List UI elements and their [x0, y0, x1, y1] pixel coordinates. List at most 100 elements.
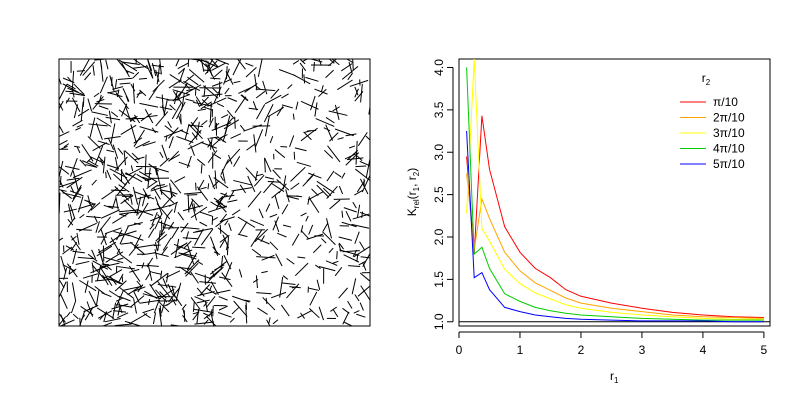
segment: [77, 256, 94, 260]
segment: [347, 72, 353, 81]
segment: [146, 264, 159, 267]
segment: [92, 65, 95, 76]
segment: [365, 158, 371, 178]
segment: [342, 250, 360, 253]
segment: [72, 170, 79, 190]
segment: [200, 101, 212, 110]
segment: [100, 62, 104, 82]
segment: [359, 272, 371, 282]
segment: [60, 189, 73, 199]
segment: [135, 140, 150, 149]
segment: [63, 267, 68, 280]
segment: [118, 286, 134, 299]
segment: [203, 106, 214, 111]
segment-layer: [58, 58, 371, 327]
segment: [330, 306, 338, 312]
legend-label: 3π/10: [713, 126, 745, 140]
segment: [155, 289, 168, 303]
segment: [341, 210, 344, 218]
x-tick-label: 4: [700, 343, 707, 357]
segment: [244, 299, 251, 302]
segment: [193, 308, 211, 313]
segment: [303, 130, 311, 134]
segment: [341, 172, 346, 179]
segment: [119, 253, 133, 264]
segment: [232, 58, 242, 76]
segment: [170, 179, 182, 194]
segment: [58, 279, 65, 289]
segment: [216, 102, 225, 108]
segment: [160, 189, 172, 193]
segment: [139, 102, 159, 108]
segment: [282, 224, 292, 228]
segment: [82, 61, 96, 76]
segment: [271, 191, 280, 199]
segment: [107, 91, 123, 98]
segment: [111, 303, 129, 310]
segment: [101, 187, 119, 200]
segment: [120, 242, 133, 245]
segment: [79, 159, 87, 167]
segment: [76, 146, 81, 154]
segment: [252, 278, 259, 283]
segment: [281, 93, 289, 99]
segment: [354, 88, 359, 98]
segment: [221, 272, 233, 288]
segment: [120, 230, 137, 237]
segment: [276, 106, 284, 117]
y-tick-label: 1.5: [432, 271, 446, 288]
segment: [245, 67, 257, 78]
segment: [69, 190, 84, 197]
segment: [360, 83, 363, 103]
segment: [322, 231, 336, 246]
segment: [120, 124, 137, 135]
segment: [118, 184, 130, 193]
segment: [314, 102, 318, 117]
segment: [200, 186, 207, 190]
segment: [74, 145, 80, 148]
segment: [299, 58, 306, 65]
segment: [232, 295, 250, 303]
segment: [101, 292, 112, 298]
segment: [250, 219, 265, 227]
segment: [354, 231, 360, 244]
segment: [157, 214, 162, 220]
segment: [341, 221, 357, 228]
segment: [173, 90, 178, 105]
segment: [211, 216, 218, 221]
segment: [322, 222, 329, 232]
segment: [172, 90, 183, 104]
segment: [118, 273, 124, 283]
segment: [58, 84, 68, 100]
segment: [357, 132, 368, 147]
segment: [153, 244, 161, 247]
segment: [165, 135, 168, 142]
segment: [65, 245, 75, 251]
segment: [238, 269, 243, 278]
segment: [187, 76, 199, 86]
segment: [353, 310, 360, 314]
segment: [95, 122, 103, 140]
segment: [217, 195, 224, 202]
segment: [360, 285, 371, 301]
segment: [253, 134, 257, 153]
segment: [129, 268, 140, 273]
segment: [91, 262, 95, 273]
segment: [334, 171, 342, 178]
segment: [176, 135, 194, 143]
segment: [144, 178, 152, 181]
segment: [137, 284, 144, 293]
legend-title: r2: [702, 71, 711, 87]
segment: [334, 128, 354, 137]
segment: [349, 79, 369, 87]
segment: [218, 296, 228, 301]
series-line-3: [466, 58, 764, 320]
segment: [222, 135, 226, 142]
segment: [119, 82, 131, 85]
segment: [345, 152, 360, 166]
segment: [138, 171, 158, 183]
segment: [190, 206, 208, 219]
segment: [203, 312, 211, 317]
segment: [114, 186, 130, 201]
segment: [157, 283, 177, 288]
